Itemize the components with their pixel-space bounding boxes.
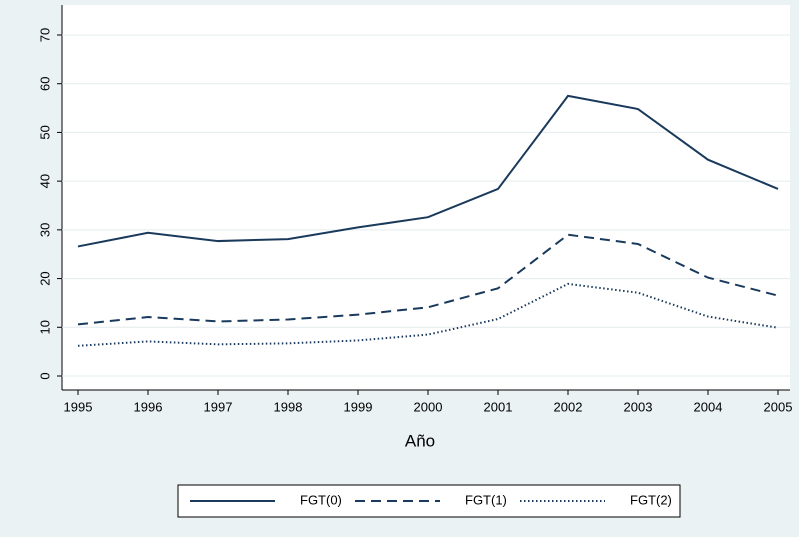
y-tick-label: 50	[37, 125, 52, 139]
y-tick-label: 10	[37, 320, 52, 334]
x-tick-label: 2004	[694, 399, 723, 414]
y-tick-label: 30	[37, 223, 52, 237]
x-tick-label: 2005	[764, 399, 793, 414]
y-tick-label: 20	[37, 271, 52, 285]
legend-label: FGT(0)	[300, 492, 342, 507]
x-tick-label: 1996	[134, 399, 163, 414]
legend-label: FGT(1)	[465, 492, 507, 507]
y-tick-label: 60	[37, 76, 52, 90]
x-axis-label: Año	[405, 431, 435, 450]
x-tick-label: 1997	[204, 399, 233, 414]
y-tick-label: 40	[37, 174, 52, 188]
x-tick-label: 1999	[344, 399, 373, 414]
x-tick-label: 2003	[624, 399, 653, 414]
legend-label: FGT(2)	[630, 492, 672, 507]
x-tick-label: 1995	[64, 399, 93, 414]
line-series	[77, 94, 779, 248]
plot-area	[62, 5, 790, 390]
x-tick-label: 1998	[274, 399, 303, 414]
x-tick-label: 2000	[414, 399, 443, 414]
line-series	[77, 233, 779, 326]
y-tick-label: 70	[37, 28, 52, 42]
y-tick-label: 0	[37, 372, 52, 379]
x-tick-label: 2002	[554, 399, 583, 414]
line-series	[77, 282, 779, 347]
x-tick-label: 2001	[484, 399, 513, 414]
